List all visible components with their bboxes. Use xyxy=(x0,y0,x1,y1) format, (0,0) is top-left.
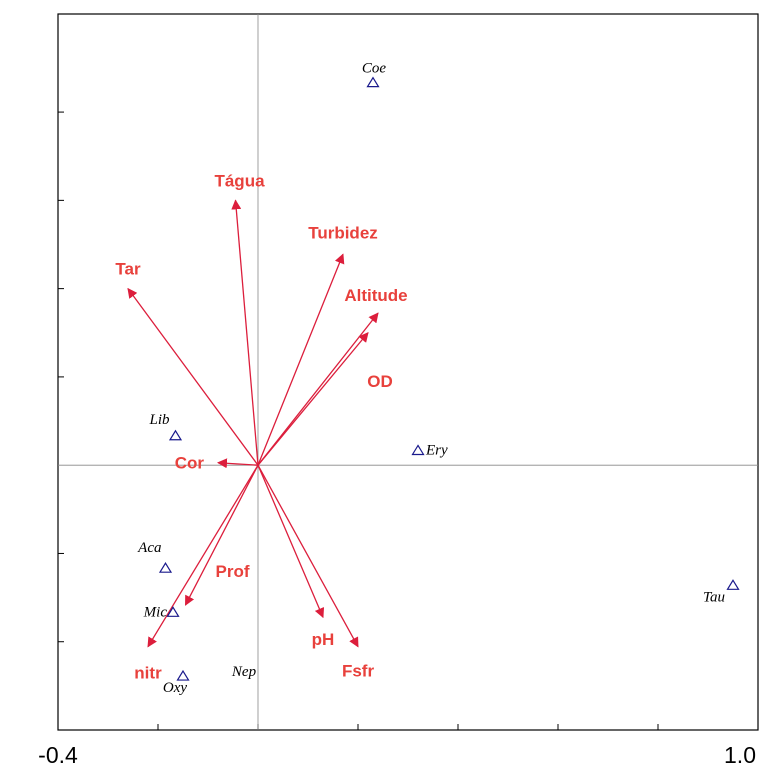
x-tick-label-0: -0.4 xyxy=(38,742,78,764)
vector-cor xyxy=(217,458,259,469)
vector-tar xyxy=(127,287,259,466)
species-label-tau: Tau xyxy=(703,589,725,605)
vector-altitude xyxy=(257,312,379,466)
vector-turbidez xyxy=(257,253,345,466)
species-marker-coe xyxy=(366,76,380,88)
origin-lines xyxy=(58,14,758,730)
vector-tagua xyxy=(231,199,259,466)
vector-nitr xyxy=(147,464,259,648)
vector-ph xyxy=(257,464,325,619)
tick-label-layer: -0.4 1.0 xyxy=(38,742,756,764)
species-label-oxy: Oxy xyxy=(163,680,187,696)
vector-label-nitr: nitr xyxy=(134,664,162,683)
vector-label-prof: Prof xyxy=(216,562,250,581)
plot-frame xyxy=(57,13,759,731)
species-label-ery: Ery xyxy=(425,442,448,458)
x-tick-label-1: 1.0 xyxy=(724,742,756,764)
vector-label-turbidez: Turbidez xyxy=(308,223,378,242)
species-label-nep: Nep xyxy=(231,664,257,680)
vector-fsfr xyxy=(257,464,359,648)
species-marker-tau xyxy=(726,579,740,590)
vector-label-tar: Tar xyxy=(115,260,141,279)
vector-label-altitude: Altitude xyxy=(344,286,407,305)
species-label-aca: Aca xyxy=(137,540,161,556)
species-marker-aca xyxy=(158,562,173,573)
vector-label-cor: Cor xyxy=(175,454,205,473)
vector-label-tagua: Tágua xyxy=(214,171,265,190)
vector-prof xyxy=(184,464,259,606)
vector-label-ph: pH xyxy=(312,630,335,649)
vector-layer: Tar Tágua Turbidez Altitude OD Cor Prof nitr pH F… xyxy=(115,171,407,682)
species-label-mic: Mic xyxy=(143,604,168,620)
vector-od xyxy=(257,331,369,466)
vector-label-fsfr: Fsfr xyxy=(342,662,375,681)
axis-ticks xyxy=(57,111,759,730)
species-marker-oxy xyxy=(176,669,190,681)
species-marker-lib xyxy=(168,429,183,441)
species-marker-mic xyxy=(166,606,180,617)
species-marker-ery xyxy=(411,444,425,456)
species-label-coe: Coe xyxy=(362,61,387,77)
species-layer: Coe Lib Ery Aca Mic Oxy Nep Tau xyxy=(137,61,740,696)
vector-label-od: OD xyxy=(367,372,393,391)
species-label-lib: Lib xyxy=(148,412,170,428)
